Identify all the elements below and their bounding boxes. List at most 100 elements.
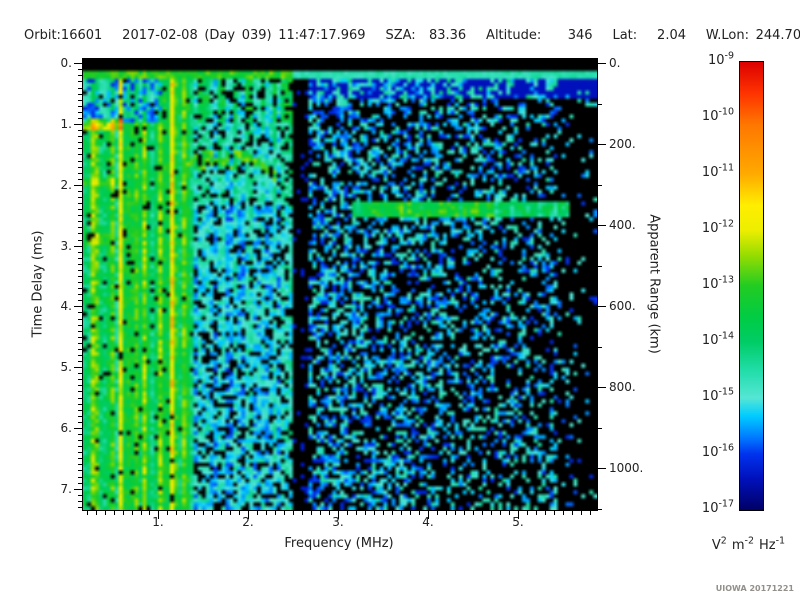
watermark: UIOWA 20171221 [715,584,794,593]
x-axis-major-tick [338,511,339,519]
x-axis-minor-tick [320,511,321,515]
colorbar-tick-label: 10-10 [701,106,734,124]
y2-axis-major-tick [598,306,606,307]
x-axis-minor-tick [482,511,483,515]
x-axis-minor-tick [374,511,375,515]
x-axis-minor-tick [437,511,438,515]
x-axis-minor-tick [392,511,393,515]
x-axis-minor-tick [500,511,501,515]
x-axis-minor-tick [410,511,411,515]
x-axis-minor-tick [105,511,106,515]
x-axis-minor-tick [491,511,492,515]
x-axis-minor-tick [123,511,124,515]
x-tick-label: 1. [152,515,164,529]
x-axis-minor-tick [527,511,528,515]
x-axis-minor-tick [266,511,267,515]
x-axis-minor-tick [365,511,366,515]
x-axis-minor-tick [446,511,447,515]
x-axis-minor-tick [167,511,168,515]
x-axis-minor-tick [581,511,582,515]
spectrogram-canvas [83,59,597,510]
x-axis-minor-tick [545,511,546,515]
x-axis-minor-tick [284,511,285,515]
y2-tick-label: 0. [609,56,621,70]
y-axis-major-tick [74,306,82,307]
x-axis-minor-tick [356,511,357,515]
colorbar-unit-part: m-2 [731,535,755,553]
x-axis-minor-tick [383,511,384,515]
y2-axis-minor-tick [598,428,602,429]
y2-axis-minor-tick [598,347,602,348]
x-axis-minor-tick [114,511,115,515]
x-axis-minor-tick [419,511,420,515]
x-axis-minor-tick [185,511,186,515]
y-tick-label: 0. [60,56,72,70]
x-axis-minor-tick [572,511,573,515]
y2-axis-minor-tick [598,185,602,186]
colorbar-tick-label: 10-16 [701,442,734,460]
y2-tick-label: 800. [609,380,636,394]
y-axis-major-tick [74,367,82,368]
x-axis-minor-tick [176,511,177,515]
x-tick-label: 2. [242,515,254,529]
y-axis-major-tick [74,185,82,186]
x-axis-minor-tick [132,511,133,515]
y2-axis-major-tick [598,63,606,64]
colorbar-tick-label: 10-15 [701,386,734,404]
colorbar-unit-part: V2 [711,535,727,553]
y-axis-major-tick [74,124,82,125]
x-tick-label: 4. [422,515,434,529]
x-axis-minor-tick [221,511,222,515]
x-axis-minor-tick [87,511,88,515]
x-axis-minor-tick [96,511,97,515]
y2-tick-label: 1000. [609,461,644,475]
x-axis-minor-tick [329,511,330,515]
y-axis-major-tick [74,428,82,429]
x-axis-major-tick [428,511,429,519]
x-axis-minor-tick [554,511,555,515]
x-axis-minor-tick [464,511,465,515]
y2-axis-major-tick [598,387,606,388]
x-axis-minor-tick [563,511,564,515]
colorbar-tick-label: 10-12 [701,218,734,236]
x-axis-minor-tick [302,511,303,515]
colorbar-unit-part: Hz-1 [759,535,786,553]
x-axis-major-tick [248,511,249,519]
y-tick-label: 2. [60,178,72,192]
x-axis-minor-tick [257,511,258,515]
x-axis-minor-tick [141,511,142,515]
x-axis-minor-tick [473,511,474,515]
colorbar [739,61,764,511]
x-axis-minor-tick [239,511,240,515]
x-axis-minor-tick [455,511,456,515]
y-tick-label: 5. [60,360,72,374]
y2-axis-minor-tick [598,104,602,105]
x-axis-minor-tick [509,511,510,515]
y2-axis-major-tick [598,225,606,226]
y2-axis-minor-tick [598,509,602,510]
colorbar-tick-label: 10-9 [707,50,734,68]
x-axis-minor-tick [194,511,195,515]
colorbar-tick-label: 10-17 [701,498,734,516]
x-axis-minor-tick [590,511,591,515]
y-axis-major-tick [74,63,82,64]
x-axis-minor-tick [536,511,537,515]
x-axis-minor-tick [275,511,276,515]
x-tick-label: 3. [332,515,344,529]
colorbar-unit-label: V2 m-2 Hz-1 [711,535,790,553]
y2-tick-label: 200. [609,137,636,151]
x-axis-minor-tick [311,511,312,515]
x-axis-minor-tick [212,511,213,515]
x-axis-title: Frequency (MHz) [284,536,394,551]
y-tick-label: 7. [60,482,72,496]
y2-axis-major-tick [598,144,606,145]
y-tick-label: 1. [60,117,72,131]
x-axis-minor-tick [347,511,348,515]
y-tick-label: 6. [60,421,72,435]
colorbar-tick-label: 10-14 [701,330,734,348]
y2-axis-minor-tick [598,266,602,267]
x-axis-minor-tick [203,511,204,515]
header-line: Orbit:16601 2017-02-08 (Day 039) 11:47:1… [24,28,800,43]
colorbar-tick-label: 10-13 [701,274,734,292]
